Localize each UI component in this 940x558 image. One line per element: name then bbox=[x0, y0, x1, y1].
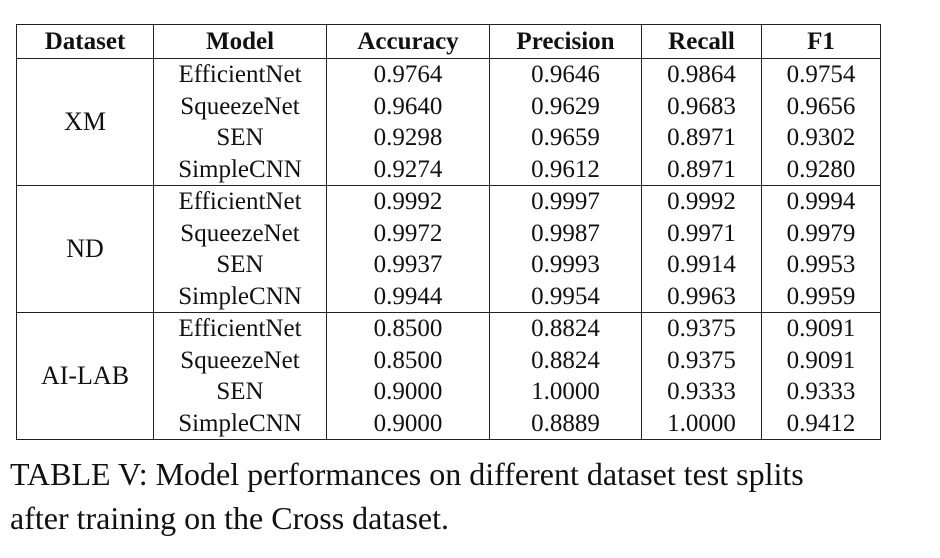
dataset-cell: AI-LAB bbox=[16, 312, 154, 440]
header-recall: Recall bbox=[641, 24, 762, 59]
accuracy-cell: 0.9944 bbox=[326, 280, 490, 313]
results-table: Dataset Model Accuracy Precision Recall … bbox=[16, 24, 881, 440]
recall-cell: 0.8971 bbox=[641, 122, 762, 154]
group-ai-lab: AI-LAB EfficientNet 0.8500 0.8824 0.9375… bbox=[16, 312, 881, 440]
table-row: ND EfficientNet 0.9992 0.9997 0.9992 0.9… bbox=[16, 185, 881, 313]
precision-cell: 0.9997 bbox=[489, 185, 642, 218]
table-row: SimpleCNN 0.9274 0.9612 0.8971 0.9280 bbox=[17, 153, 881, 186]
f1-cell: 0.9333 bbox=[761, 376, 881, 408]
model-cell: SqueezeNet bbox=[153, 217, 327, 249]
table-row: SqueezeNet 0.9640 0.9629 0.9683 0.9656 bbox=[17, 90, 881, 122]
table-row: SEN 0.9298 0.9659 0.8971 0.9302 bbox=[17, 122, 881, 154]
dataset-cell: XM bbox=[16, 58, 154, 186]
recall-cell: 0.9963 bbox=[641, 280, 762, 313]
recall-cell: 0.9914 bbox=[641, 249, 762, 281]
group-xm: XM EfficientNet 0.9764 0.9646 0.9864 0.9… bbox=[16, 58, 881, 186]
recall-cell: 0.9333 bbox=[641, 376, 762, 408]
table-row: SqueezeNet 0.9972 0.9987 0.9971 0.9979 bbox=[17, 217, 881, 249]
precision-cell: 0.9987 bbox=[489, 217, 642, 249]
precision-cell: 0.9612 bbox=[489, 153, 642, 186]
accuracy-cell: 0.9298 bbox=[326, 122, 490, 154]
header-precision: Precision bbox=[489, 24, 642, 59]
f1-cell: 0.9959 bbox=[761, 280, 881, 313]
header-row: Dataset Model Accuracy Precision Recall … bbox=[16, 24, 881, 59]
f1-cell: 0.9953 bbox=[761, 249, 881, 281]
recall-cell: 0.8971 bbox=[641, 153, 762, 186]
recall-cell: 0.9992 bbox=[641, 185, 762, 218]
accuracy-cell: 0.8500 bbox=[326, 312, 490, 345]
accuracy-cell: 0.9000 bbox=[326, 407, 490, 440]
model-cell: SEN bbox=[153, 122, 327, 154]
recall-cell: 1.0000 bbox=[641, 407, 762, 440]
table-row: XM EfficientNet 0.9764 0.9646 0.9864 0.9… bbox=[16, 58, 881, 186]
model-cell: SEN bbox=[153, 376, 327, 408]
accuracy-cell: 0.9992 bbox=[326, 185, 490, 218]
accuracy-cell: 0.9274 bbox=[326, 153, 490, 186]
f1-cell: 0.9656 bbox=[761, 90, 881, 122]
recall-cell: 0.9971 bbox=[641, 217, 762, 249]
accuracy-cell: 0.8500 bbox=[326, 344, 490, 376]
model-cell: SEN bbox=[153, 249, 327, 281]
model-cell: SimpleCNN bbox=[153, 407, 327, 440]
f1-cell: 0.9754 bbox=[761, 58, 881, 91]
model-cell: SimpleCNN bbox=[153, 280, 327, 313]
f1-cell: 0.9091 bbox=[761, 344, 881, 376]
f1-cell: 0.9979 bbox=[761, 217, 881, 249]
model-cell: EfficientNet bbox=[153, 58, 327, 91]
header-model: Model bbox=[153, 24, 327, 59]
table-row: SEN 0.9000 1.0000 0.9333 0.9333 bbox=[17, 376, 881, 408]
table-row: SimpleCNN 0.9000 0.8889 1.0000 0.9412 bbox=[17, 407, 881, 440]
f1-cell: 0.9091 bbox=[761, 312, 881, 345]
recall-cell: 0.9683 bbox=[641, 90, 762, 122]
table-row: SimpleCNN 0.9944 0.9954 0.9963 0.9959 bbox=[17, 280, 881, 313]
recall-cell: 0.9375 bbox=[641, 344, 762, 376]
header-accuracy: Accuracy bbox=[326, 24, 490, 59]
precision-cell: 0.9993 bbox=[489, 249, 642, 281]
accuracy-cell: 0.9972 bbox=[326, 217, 490, 249]
model-cell: SimpleCNN bbox=[153, 153, 327, 186]
group-nd: ND EfficientNet 0.9992 0.9997 0.9992 0.9… bbox=[16, 185, 881, 313]
model-cell: SqueezeNet bbox=[153, 344, 327, 376]
precision-cell: 0.9659 bbox=[489, 122, 642, 154]
f1-cell: 0.9280 bbox=[761, 153, 881, 186]
table-row: SEN 0.9937 0.9993 0.9914 0.9953 bbox=[17, 249, 881, 281]
dataset-cell: ND bbox=[16, 185, 154, 313]
accuracy-cell: 0.9640 bbox=[326, 90, 490, 122]
precision-cell: 0.8824 bbox=[489, 344, 642, 376]
precision-cell: 0.9646 bbox=[489, 58, 642, 91]
f1-cell: 0.9994 bbox=[761, 185, 881, 218]
caption-line-1: TABLE V: Model performances on different… bbox=[10, 456, 804, 492]
recall-cell: 0.9375 bbox=[641, 312, 762, 345]
f1-cell: 0.9412 bbox=[761, 407, 881, 440]
accuracy-cell: 0.9000 bbox=[326, 376, 490, 408]
precision-cell: 0.9954 bbox=[489, 280, 642, 313]
caption-line-2: after training on the Cross dataset. bbox=[10, 500, 449, 536]
model-cell: EfficientNet bbox=[153, 185, 327, 218]
precision-cell: 1.0000 bbox=[489, 376, 642, 408]
accuracy-cell: 0.9764 bbox=[326, 58, 490, 91]
header-f1: F1 bbox=[761, 24, 881, 59]
model-cell: EfficientNet bbox=[153, 312, 327, 345]
precision-cell: 0.8824 bbox=[489, 312, 642, 345]
accuracy-cell: 0.9937 bbox=[326, 249, 490, 281]
precision-cell: 0.9629 bbox=[489, 90, 642, 122]
table-row: AI-LAB EfficientNet 0.8500 0.8824 0.9375… bbox=[16, 312, 881, 440]
precision-cell: 0.8889 bbox=[489, 407, 642, 440]
recall-cell: 0.9864 bbox=[641, 58, 762, 91]
table-row: SqueezeNet 0.8500 0.8824 0.9375 0.9091 bbox=[17, 344, 881, 376]
header-dataset: Dataset bbox=[16, 24, 154, 59]
table-caption: TABLE V: Model performances on different… bbox=[10, 452, 910, 540]
model-cell: SqueezeNet bbox=[153, 90, 327, 122]
f1-cell: 0.9302 bbox=[761, 122, 881, 154]
